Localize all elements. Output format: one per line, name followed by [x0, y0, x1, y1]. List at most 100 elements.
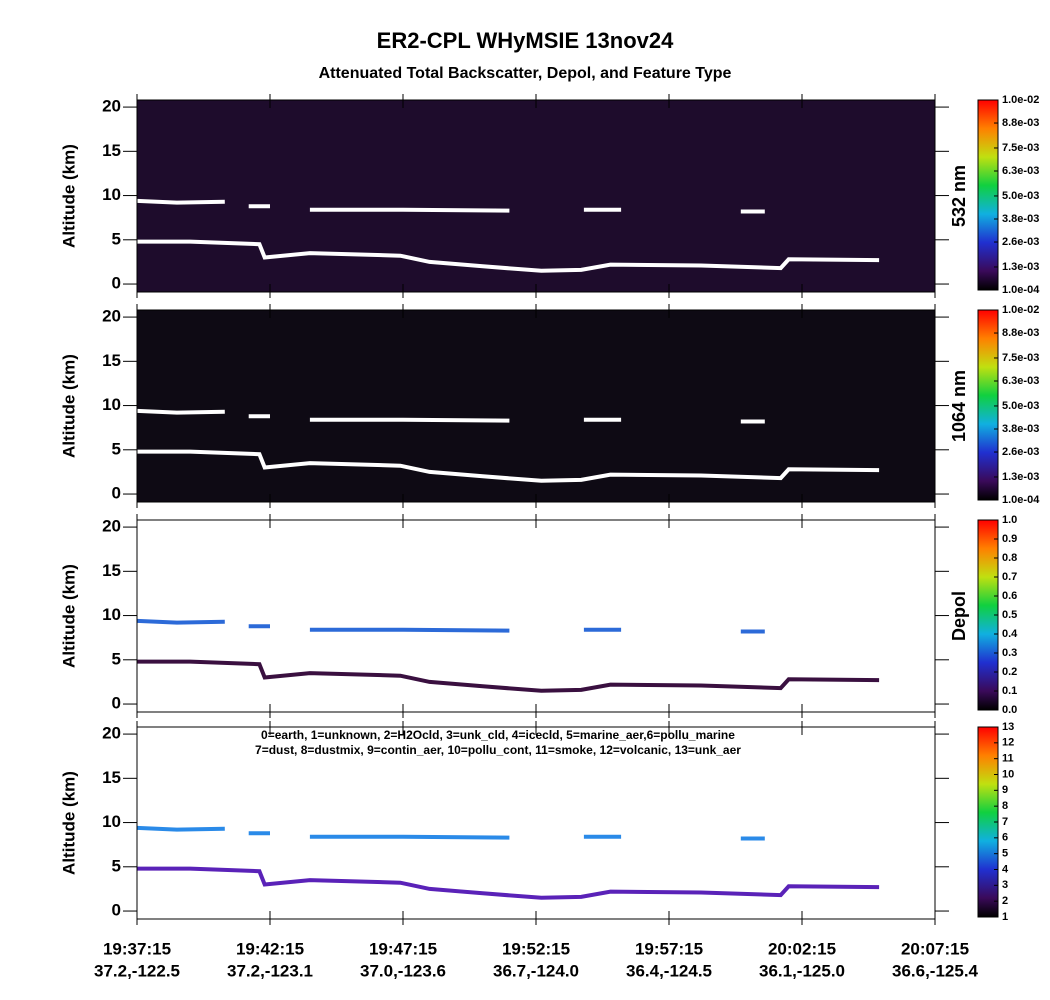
- colorbar-tick-label: 8.8e-03: [1002, 117, 1039, 129]
- y-axis-label: Altitude (km): [59, 771, 78, 875]
- colorbar-tick-label: 5.0e-03: [1002, 400, 1039, 412]
- colorbar-tick-label: 7.5e-03: [1002, 142, 1039, 154]
- plot-background: [137, 100, 935, 292]
- colorbar-tick-label: 4: [1002, 863, 1009, 875]
- colorbar-tick-label: 0.4: [1002, 628, 1018, 640]
- x-tick-label: 19:37:15: [103, 939, 171, 958]
- x-tick-label: 20:02:15: [768, 939, 836, 958]
- y-tick-label: 15: [102, 351, 121, 370]
- x-tick-label: 20:07:15: [901, 939, 969, 958]
- colorbar-label: 532 nm: [949, 165, 969, 227]
- y-tick-label: 20: [102, 724, 121, 743]
- y-tick-label: 10: [102, 605, 121, 624]
- y-axis-label: Altitude (km): [59, 564, 78, 668]
- colorbar-tick-label: 12: [1002, 737, 1014, 749]
- colorbar-tick-label: 1.0e-02: [1002, 304, 1039, 316]
- feature-layer: [136, 408, 765, 424]
- x-tick-label: 19:47:15: [369, 939, 437, 958]
- colorbar-tick-label: 2: [1002, 895, 1008, 907]
- y-axis-label: Altitude (km): [59, 354, 78, 458]
- y-tick-label: 5: [112, 229, 121, 248]
- chart-subtitle: Attenuated Total Backscatter, Depol, and…: [319, 65, 732, 82]
- x-tick-label: 19:57:15: [635, 939, 703, 958]
- y-tick-label: 20: [102, 97, 121, 116]
- y-tick-label: 0: [112, 694, 121, 713]
- y-tick-label: 15: [102, 561, 121, 580]
- y-tick-label: 10: [102, 812, 121, 831]
- legend-text: 7=dust, 8=dustmix, 9=contin_aer, 10=poll…: [255, 743, 741, 757]
- colorbar-tick-label: 1.0: [1002, 514, 1017, 526]
- colorbar-tick-label: 0.8: [1002, 552, 1017, 564]
- colorbar-tick-label: 9: [1002, 784, 1008, 796]
- plot-background: [137, 310, 935, 502]
- colorbar-tick-label: 2.6e-03: [1002, 236, 1039, 248]
- colorbar-tick-label: 8.8e-03: [1002, 327, 1039, 339]
- colorbar-tick-label: 11: [1002, 753, 1014, 765]
- colorbar: [977, 99, 999, 291]
- colorbar-tick-label: 13: [1002, 721, 1014, 733]
- colorbar-tick-label: 0.3: [1002, 647, 1017, 659]
- colorbar-tick-label: 7: [1002, 816, 1008, 828]
- x-tick-position: 36.4,-124.5: [626, 961, 712, 980]
- x-tick-position: 36.7,-124.0: [493, 961, 579, 980]
- colorbar-tick-label: 2.6e-03: [1002, 446, 1039, 458]
- colorbar-tick-label: 1.3e-03: [1002, 261, 1039, 273]
- y-tick-label: 0: [112, 901, 121, 920]
- plot-background: [137, 520, 935, 712]
- x-tick-label: 19:42:15: [236, 939, 304, 958]
- colorbar-tick-label: 0.6: [1002, 590, 1017, 602]
- feature-layer: [137, 659, 880, 693]
- colorbar-label: Depol: [949, 591, 969, 641]
- feature-layer: [136, 618, 765, 634]
- chart-title: ER2-CPL WHyMSIE 13nov24: [377, 28, 674, 53]
- colorbar-tick-label: 0.7: [1002, 571, 1017, 583]
- colorbar-tick-label: 1.0e-04: [1002, 494, 1040, 506]
- colorbar-tick-label: 3.8e-03: [1002, 423, 1039, 435]
- colorbar-tick-label: 5: [1002, 848, 1008, 860]
- colorbar-tick-label: 0.9: [1002, 533, 1017, 545]
- y-tick-label: 15: [102, 768, 121, 787]
- colorbar-tick-label: 0.2: [1002, 666, 1017, 678]
- x-tick-position: 37.0,-123.6: [360, 961, 446, 980]
- y-tick-label: 5: [112, 856, 121, 875]
- colorbar-tick-label: 3: [1002, 879, 1008, 891]
- colorbar-tick-label: 6.3e-03: [1002, 375, 1039, 387]
- y-tick-label: 10: [102, 185, 121, 204]
- y-tick-label: 0: [112, 274, 121, 293]
- y-tick-label: 5: [112, 439, 121, 458]
- x-tick-position: 37.2,-123.1: [227, 961, 313, 980]
- colorbar-tick-label: 1: [1002, 911, 1008, 923]
- colorbar-tick-label: 7.5e-03: [1002, 352, 1039, 364]
- y-tick-label: 0: [112, 484, 121, 503]
- y-tick-label: 20: [102, 307, 121, 326]
- colorbar-tick-label: 0.1: [1002, 685, 1017, 697]
- colorbar-tick-label: 1.0e-04: [1002, 284, 1040, 296]
- x-tick-position: 36.6,-125.4: [892, 961, 979, 980]
- y-tick-label: 10: [102, 395, 121, 414]
- colorbar-tick-label: 10: [1002, 768, 1014, 780]
- y-tick-label: 20: [102, 517, 121, 536]
- colorbar-tick-label: 5.0e-03: [1002, 190, 1039, 202]
- x-tick-label: 19:52:15: [502, 939, 570, 958]
- x-tick-position: 36.1,-125.0: [759, 961, 845, 980]
- colorbar-tick-label: 0.5: [1002, 609, 1017, 621]
- feature-layer: [137, 239, 880, 273]
- colorbar: [977, 309, 999, 501]
- legend-text: 0=earth, 1=unknown, 2=H2Ocld, 3=unk_cld,…: [261, 728, 735, 742]
- y-axis-label: Altitude (km): [59, 144, 78, 248]
- feature-layer: [137, 449, 880, 483]
- colorbar-tick-label: 1.3e-03: [1002, 471, 1039, 483]
- y-tick-label: 5: [112, 649, 121, 668]
- colorbar-tick-label: 8: [1002, 800, 1008, 812]
- colorbar-tick-label: 1.0e-02: [1002, 94, 1039, 106]
- y-tick-label: 15: [102, 141, 121, 160]
- colorbar-tick-label: 0.0: [1002, 704, 1017, 716]
- colorbar-tick-label: 3.8e-03: [1002, 213, 1039, 225]
- x-tick-position: 37.2,-122.5: [94, 961, 180, 980]
- colorbar-tick-label: 6.3e-03: [1002, 165, 1039, 177]
- feature-layer: [136, 198, 765, 214]
- feature-layer: [137, 866, 880, 900]
- colorbar-label: 1064 nm: [949, 370, 969, 442]
- feature-layer: [136, 825, 765, 841]
